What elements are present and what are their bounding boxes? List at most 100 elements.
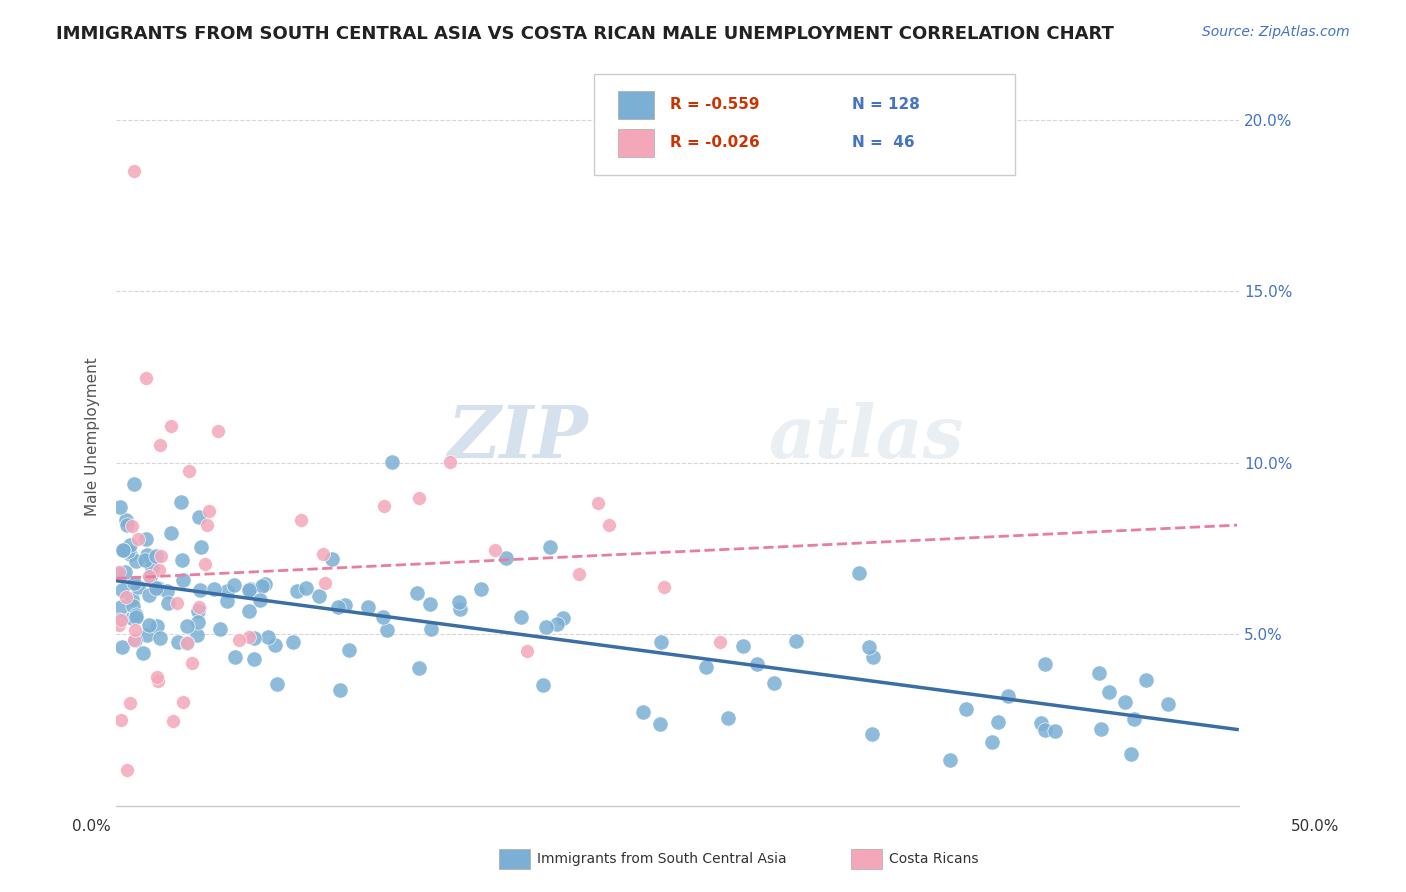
Point xyxy=(531,678,554,692)
Point xyxy=(117,544,139,558)
Point xyxy=(145,581,167,595)
Text: N =  46: N = 46 xyxy=(852,136,914,151)
Point xyxy=(118,547,141,561)
Point xyxy=(546,616,568,631)
Point xyxy=(745,657,768,671)
Point xyxy=(122,599,145,613)
Point xyxy=(420,622,443,636)
Point xyxy=(186,627,208,641)
Point xyxy=(166,635,188,649)
Point xyxy=(215,594,238,608)
Point xyxy=(266,677,288,691)
Point xyxy=(145,549,167,563)
Point xyxy=(860,726,883,740)
Point xyxy=(127,532,149,546)
Point xyxy=(955,702,977,716)
Point xyxy=(1157,697,1180,711)
Point xyxy=(170,494,193,508)
Point xyxy=(138,588,160,602)
Point xyxy=(250,579,273,593)
Point xyxy=(329,683,352,698)
FancyBboxPatch shape xyxy=(619,91,654,119)
Y-axis label: Male Unemployment: Male Unemployment xyxy=(86,358,100,516)
Point xyxy=(124,575,146,590)
Point xyxy=(172,573,194,587)
Point xyxy=(172,552,194,566)
Point xyxy=(208,622,231,636)
Point xyxy=(997,690,1019,704)
Point xyxy=(243,652,266,666)
Point xyxy=(207,424,229,438)
Point xyxy=(172,695,194,709)
Point xyxy=(148,563,170,577)
Point xyxy=(125,609,148,624)
Text: Immigrants from South Central Asia: Immigrants from South Central Asia xyxy=(537,852,787,866)
Text: ZIP: ZIP xyxy=(447,401,588,473)
Point xyxy=(1114,695,1136,709)
Point xyxy=(516,644,538,658)
Point xyxy=(447,594,470,608)
Point xyxy=(115,763,138,777)
Point xyxy=(633,705,655,719)
Point xyxy=(314,575,336,590)
Point xyxy=(785,634,807,648)
Point xyxy=(187,604,209,618)
Point xyxy=(121,592,143,607)
Point xyxy=(136,548,159,562)
Point xyxy=(157,596,180,610)
Point xyxy=(187,600,209,615)
Point xyxy=(238,604,260,618)
Point xyxy=(122,164,145,178)
Point xyxy=(224,650,246,665)
Point xyxy=(180,656,202,670)
Point xyxy=(373,499,395,513)
Point xyxy=(190,541,212,555)
Point xyxy=(1119,747,1142,761)
Point xyxy=(150,549,173,563)
Point xyxy=(419,598,441,612)
Point xyxy=(858,640,880,654)
Point xyxy=(166,596,188,610)
Point xyxy=(238,630,260,644)
Point xyxy=(308,590,330,604)
Point xyxy=(1033,723,1056,738)
Point xyxy=(187,509,209,524)
Point xyxy=(1090,722,1112,736)
Point xyxy=(357,600,380,615)
Point xyxy=(263,638,285,652)
Point xyxy=(538,540,561,554)
Point xyxy=(243,631,266,645)
Point xyxy=(124,624,146,638)
Point xyxy=(215,583,238,598)
Point xyxy=(118,538,141,552)
Point xyxy=(111,640,134,655)
Point xyxy=(1123,712,1146,726)
Point xyxy=(281,635,304,649)
Point xyxy=(162,714,184,728)
Point xyxy=(222,578,245,592)
Text: atlas: atlas xyxy=(768,401,963,473)
Point xyxy=(295,581,318,595)
Point xyxy=(111,583,134,598)
Point xyxy=(981,735,1004,749)
Point xyxy=(141,561,163,575)
Point xyxy=(108,618,131,632)
Point xyxy=(148,582,170,596)
Point xyxy=(195,517,218,532)
Point xyxy=(253,576,276,591)
Point xyxy=(326,599,349,614)
Point xyxy=(194,557,217,571)
Point xyxy=(1087,665,1109,680)
Point xyxy=(135,371,157,385)
Point xyxy=(1035,657,1057,671)
Point xyxy=(114,591,136,605)
Point xyxy=(470,582,492,597)
Point xyxy=(717,711,740,725)
Point xyxy=(149,631,172,645)
Point xyxy=(484,543,506,558)
Point xyxy=(1098,685,1121,699)
Point xyxy=(408,661,430,675)
Point xyxy=(112,542,135,557)
Point xyxy=(598,517,620,532)
Point xyxy=(107,566,129,580)
